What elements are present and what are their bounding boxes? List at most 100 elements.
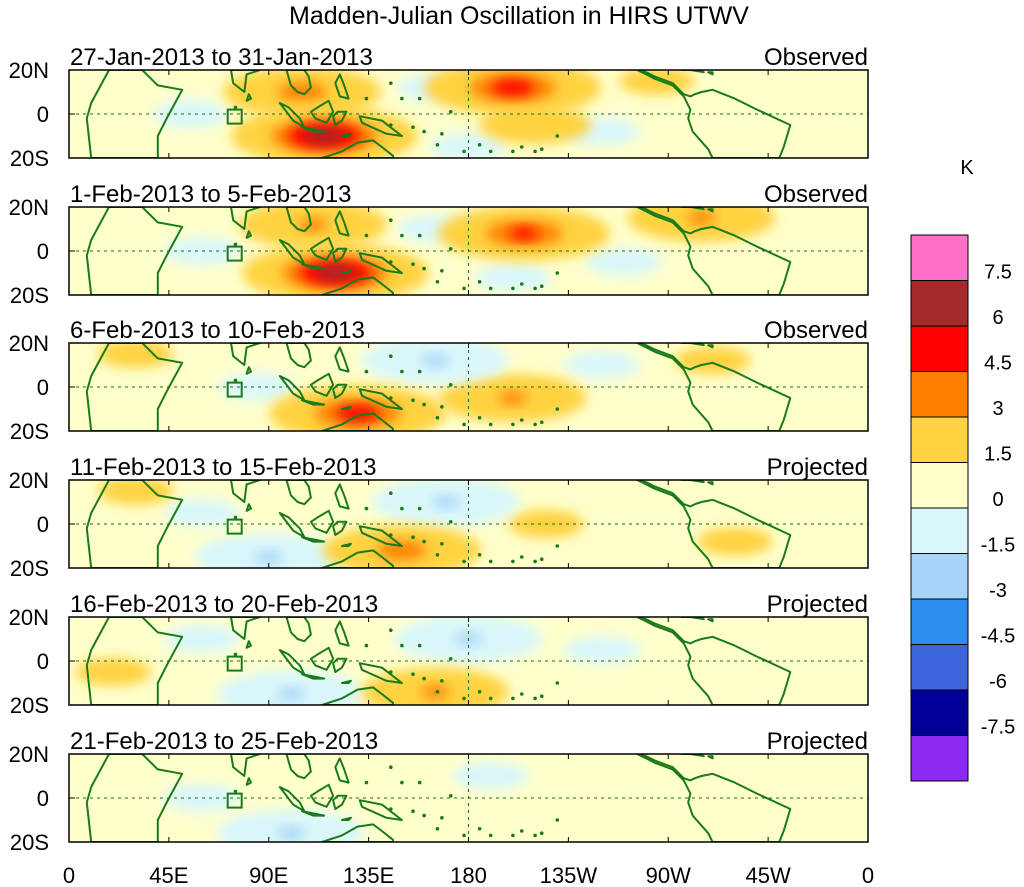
coastline: [707, 344, 714, 349]
y-tick-label: 20N: [9, 195, 49, 220]
coastline: [332, 110, 348, 126]
island: [417, 96, 422, 101]
island: [233, 789, 238, 794]
island: [539, 147, 544, 151]
island: [422, 402, 426, 407]
y-tick-label: 0: [37, 375, 49, 400]
island: [448, 520, 453, 524]
island: [533, 286, 537, 291]
island: [435, 416, 440, 420]
coastline: [358, 799, 403, 821]
coastline: [341, 816, 352, 821]
island: [488, 422, 493, 427]
island: [233, 515, 238, 520]
island-box: [226, 792, 243, 809]
island: [389, 123, 393, 127]
coastline: [230, 207, 261, 230]
coastline: [334, 73, 350, 100]
island: [462, 286, 466, 291]
coastline: [636, 70, 792, 158]
y-tick-label: 0: [37, 786, 49, 811]
island: [555, 544, 560, 548]
coastline: [707, 618, 714, 623]
panel-status: Observed: [764, 317, 868, 344]
island: [389, 807, 393, 811]
panel-1: 20N 0 20S 27-Jan-2013 to 31-Jan-2013 Observe…: [9, 44, 869, 171]
coastline: [707, 481, 714, 486]
x-tick-label: 180: [450, 863, 487, 887]
coastline: [332, 520, 348, 536]
island: [435, 280, 440, 284]
island: [511, 696, 515, 701]
island: [539, 694, 544, 698]
island: [519, 555, 524, 559]
coastline: [278, 375, 306, 402]
island: [440, 816, 444, 820]
panel-period: 11-Feb-2013 to 15-Feb-2013: [70, 454, 376, 481]
y-tick-label: 20N: [9, 468, 49, 493]
island: [555, 681, 560, 685]
island: [440, 132, 444, 136]
coastline: [309, 646, 335, 671]
island: [417, 643, 422, 648]
colorbar-label: -4.5: [981, 626, 1015, 648]
island: [422, 539, 426, 544]
coastline: [245, 777, 252, 786]
coastline: [285, 343, 312, 369]
y-tick-label: 20S: [10, 830, 49, 855]
island: [364, 780, 369, 785]
island: [477, 280, 482, 284]
panel-2: 20N 0 20S 1-Feb-2013 to 5-Feb-2013 Observed: [9, 181, 869, 308]
coastline: [332, 794, 348, 810]
island: [411, 535, 415, 539]
island: [462, 149, 466, 154]
coastline: [680, 70, 705, 74]
coastline: [285, 480, 312, 506]
island: [233, 378, 238, 383]
y-tick-label: 0: [37, 102, 49, 127]
panel-period: 27-Jan-2013 to 31-Jan-2013: [70, 44, 373, 71]
coastline: [309, 99, 335, 124]
x-tick-label: 135E: [343, 863, 394, 887]
island: [364, 233, 369, 238]
island: [555, 407, 560, 411]
panel-status: Projected: [767, 454, 868, 481]
coastline: [230, 617, 261, 640]
island: [511, 559, 515, 564]
x-tick-label: 0: [63, 863, 75, 887]
colorbar-swatch: [910, 598, 969, 645]
panel-period: 6-Feb-2013 to 10-Feb-2013: [70, 317, 365, 344]
coastline: [85, 70, 184, 158]
island: [389, 628, 393, 632]
colorbar-swatch: [910, 689, 969, 736]
island: [511, 833, 515, 838]
coastline: [334, 483, 350, 510]
island-box: [226, 381, 243, 398]
coastline: [334, 620, 350, 647]
coastline: [680, 207, 705, 211]
island: [389, 260, 393, 264]
island: [462, 422, 466, 427]
island: [400, 780, 404, 785]
island: [539, 284, 544, 289]
island: [389, 218, 393, 222]
coastline: [707, 755, 714, 760]
x-tick-label: 0: [862, 863, 874, 887]
coastline: [332, 247, 348, 263]
island: [448, 383, 453, 387]
coastline: [358, 252, 403, 274]
coastline: [341, 132, 352, 137]
island: [440, 405, 444, 409]
island: [411, 809, 415, 813]
island: [400, 643, 404, 648]
y-tick-label: 20N: [9, 742, 49, 767]
colorbar-units: K: [960, 157, 974, 179]
x-tick-label: 90W: [646, 863, 691, 887]
x-axis: 0 45E 90E 135E 180 135W 90W 45W 0: [63, 863, 874, 887]
coastline: [230, 70, 261, 93]
coastline: [636, 754, 792, 842]
island-box: [226, 655, 243, 672]
y-tick-label: 20S: [10, 693, 49, 718]
coastline: [278, 102, 306, 129]
island: [555, 818, 560, 822]
